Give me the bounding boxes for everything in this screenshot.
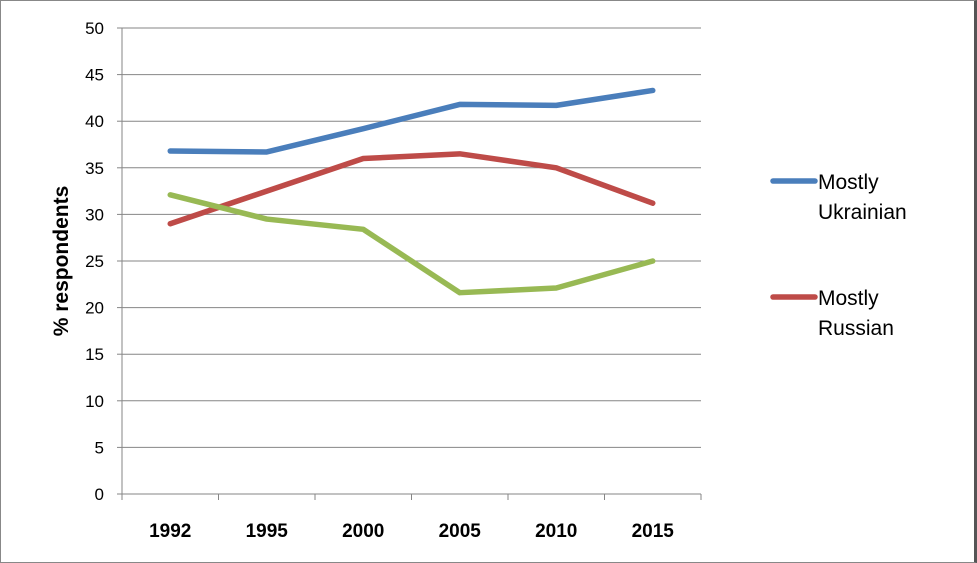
series-lines (167, 87, 656, 296)
series-line-mostly-ukrainian (167, 87, 656, 155)
gridlines (122, 27, 701, 448)
x-tick-label: 2010 (535, 521, 577, 542)
legend-label: Mostly (818, 287, 879, 310)
y-axis-title: % respondents (50, 186, 73, 337)
legend-label: Russian (818, 317, 894, 340)
legend: Mostly Ukrainian Mostly Russian (770, 171, 907, 340)
x-tick-label: 2005 (439, 521, 482, 542)
y-tick-label: 25 (85, 252, 104, 271)
series-line-mostly-russian (167, 151, 656, 227)
x-tick-label: 1992 (149, 521, 191, 542)
legend-item: Mostly Russian (770, 287, 894, 340)
y-tick-label: 45 (85, 66, 104, 85)
y-tick-label: 15 (85, 345, 104, 364)
y-tick-label: 50 (85, 19, 104, 38)
series-line-series-3 (167, 192, 656, 296)
y-tick-label: 30 (85, 205, 104, 224)
legend-item: Mostly Ukrainian (770, 171, 907, 224)
legend-label: Mostly (818, 171, 879, 194)
y-tick-label: 20 (85, 299, 104, 318)
axes: 0 5 10 15 20 25 30 35 40 45 50 1992 1995 2000 2005 2010… (85, 19, 702, 542)
y-tick-label: 35 (85, 159, 104, 178)
y-tick-label: 10 (85, 392, 104, 411)
y-tick-label: 5 (95, 438, 104, 457)
y-tick-label: 40 (85, 112, 104, 131)
x-tick-label: 2000 (342, 521, 384, 542)
x-tick-label: 1995 (246, 521, 289, 542)
y-tick-label: 0 (95, 485, 104, 504)
x-tick-label: 2015 (632, 521, 675, 542)
legend-label: Ukrainian (818, 201, 907, 224)
